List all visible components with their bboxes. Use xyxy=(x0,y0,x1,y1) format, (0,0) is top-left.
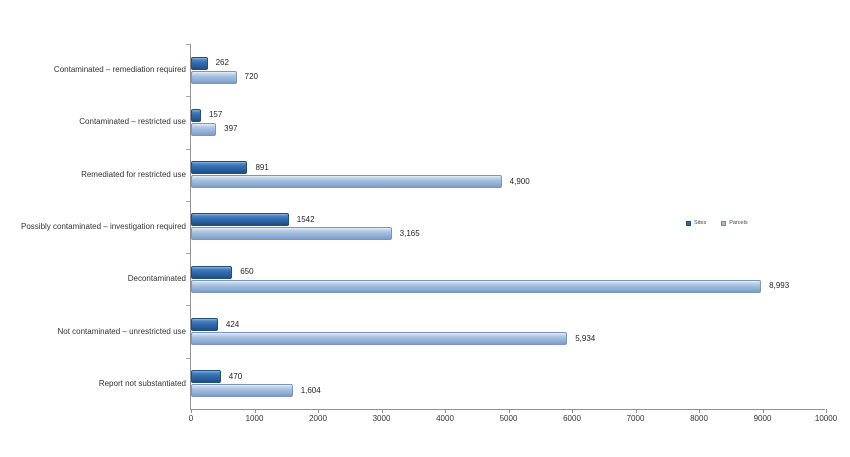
bar-value-label: 3,165 xyxy=(399,228,420,238)
category-axis-labels: Contaminated – remediation required Conta… xyxy=(18,44,186,410)
y-axis-tick xyxy=(186,357,190,359)
legend-item-sites: Sites xyxy=(686,220,707,227)
bar-group: 891 4,900 xyxy=(191,149,825,201)
category-label: Remediated for restricted use xyxy=(81,169,186,179)
x-tick-label: 1000 xyxy=(245,414,264,423)
y-axis-tick xyxy=(186,148,190,150)
legend-label: Parcels xyxy=(729,220,748,226)
x-axis-tick xyxy=(826,409,827,413)
bar-value-label: 1542 xyxy=(296,214,315,224)
bar-value-label: 262 xyxy=(215,58,229,68)
legend-swatch-sites xyxy=(686,221,691,227)
x-tick-label: 2000 xyxy=(309,414,327,423)
x-axis-tick xyxy=(381,409,383,413)
bar-value-label: 470 xyxy=(228,371,243,381)
category-label: Contaminated – remediation required xyxy=(53,65,186,75)
bar-value-label: 5,934 xyxy=(575,333,596,343)
bar-value-label: 424 xyxy=(225,319,240,329)
x-tick-label: 7000 xyxy=(626,414,645,423)
bar-sites xyxy=(191,108,201,122)
x-tick-label: 5000 xyxy=(499,414,518,423)
x-tick-label: 10000 xyxy=(814,414,838,423)
x-tick-label: 6000 xyxy=(563,414,581,423)
x-tick-label: 4000 xyxy=(436,414,454,423)
bar-sites xyxy=(191,370,221,384)
y-axis-tick xyxy=(186,96,190,98)
bar-sites xyxy=(191,56,208,70)
category-label: Decontaminated xyxy=(127,274,186,284)
bar-group: 650 8,993 xyxy=(191,253,825,305)
y-axis-tick xyxy=(186,253,190,255)
x-axis-tick xyxy=(254,409,256,413)
bar-value-label: 157 xyxy=(208,110,223,120)
bar-sites xyxy=(191,213,289,227)
x-tick-label: 0 xyxy=(188,414,194,423)
bar-parcels xyxy=(191,70,237,84)
plot-area: 262 720 157 397 891 4,900 1542 3,165 650 8,993 424… xyxy=(186,44,837,423)
x-axis-tick xyxy=(508,409,510,413)
x-tick-label: 8000 xyxy=(690,414,708,423)
y-axis-tick xyxy=(186,44,190,45)
x-tick-label: 3000 xyxy=(372,414,391,423)
bar-value-label: 1,604 xyxy=(300,385,321,395)
category-label: Possibly contaminated – investigation re… xyxy=(21,221,186,231)
bar-sites xyxy=(191,265,233,279)
bar-group: 1542 3,165 xyxy=(191,201,825,253)
legend-swatch-parcels xyxy=(721,221,727,227)
x-tick-label: 9000 xyxy=(753,414,772,423)
x-axis-tick xyxy=(191,409,192,413)
y-axis-tick xyxy=(186,200,190,202)
category-label: Contaminated – restricted use xyxy=(79,117,186,127)
bar-group: 470 1,604 xyxy=(191,358,825,410)
bar-group: 262 720 xyxy=(191,44,825,96)
bar-value-label: 4,900 xyxy=(509,176,530,186)
bar-parcels xyxy=(191,279,762,293)
legend: Sites Parcels xyxy=(686,220,748,227)
bar-value-label: 891 xyxy=(255,162,269,172)
bar-group: 157 397 xyxy=(191,96,825,148)
bar-parcels xyxy=(191,332,568,346)
x-axis-tick xyxy=(635,409,637,413)
category-label: Not contaminated – unrestricted use xyxy=(57,326,186,336)
x-axis-tick xyxy=(445,409,446,413)
legend-label: Sites xyxy=(694,220,707,226)
bar-value-label: 397 xyxy=(224,124,238,134)
y-axis-tick xyxy=(186,305,190,307)
bar-sites xyxy=(191,161,248,175)
x-axis-tick xyxy=(699,409,700,413)
bar-parcels xyxy=(191,227,392,241)
x-axis-tick xyxy=(762,409,764,413)
category-label: Report not substantiated xyxy=(98,378,186,388)
x-axis-tick xyxy=(572,409,573,413)
bar-value-label: 8,993 xyxy=(769,281,790,291)
bar-group: 424 5,934 xyxy=(191,305,825,357)
x-axis-tick xyxy=(318,409,319,413)
bar-parcels xyxy=(191,384,293,398)
legend-item-parcels: Parcels xyxy=(721,220,748,227)
bar-value-label: 720 xyxy=(244,72,258,82)
bar-value-label: 650 xyxy=(240,267,254,277)
bar-sites xyxy=(191,318,218,332)
bar-parcels xyxy=(191,175,502,189)
bar-parcels xyxy=(191,122,217,136)
